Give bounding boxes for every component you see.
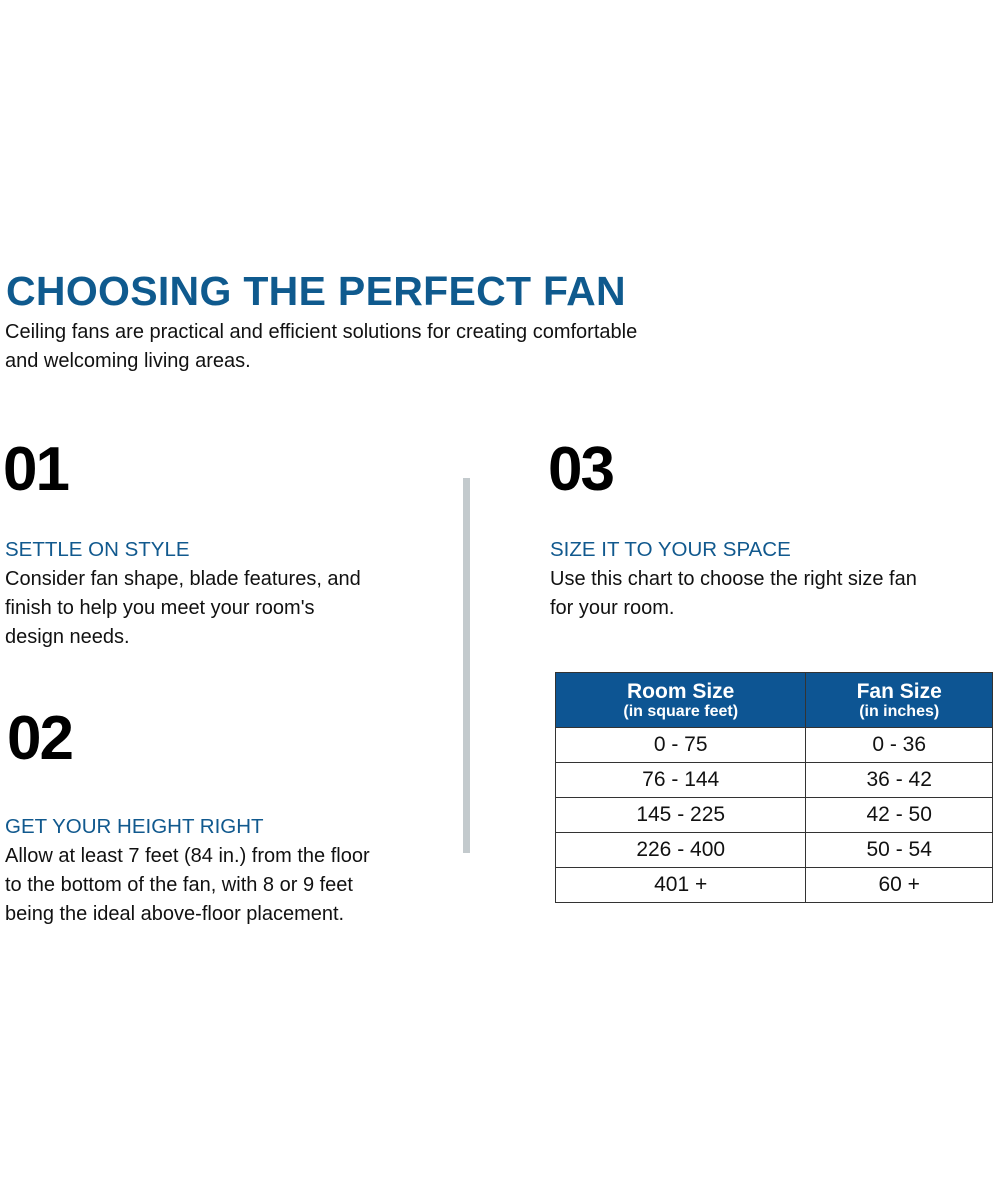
text-line: Use this chart to choose the right size … [550,568,917,590]
intro-line: and welcoming living areas. [5,350,251,372]
text-line: Consider fan shape, blade features, and [5,568,361,590]
fan-size-cell: 42 - 50 [805,797,993,833]
room-size-cell: 0 - 75 [554,727,807,763]
intro-line: Ceiling fans are practical and efficient… [5,321,638,343]
section-heading-style: SETTLE ON STYLE [5,538,190,561]
fan-size-cell: 36 - 42 [805,762,993,798]
section-text-style: Consider fan shape, blade features, and … [5,565,361,652]
section-number-02: 02 [7,704,74,773]
header-sub: (in square feet) [623,702,739,720]
room-size-cell: 76 - 144 [554,762,807,798]
column-divider [463,478,470,853]
page-title: CHOOSING THE PERFECT FAN [6,268,626,314]
text-line: design needs. [5,626,130,648]
table-row: 226 - 400 50 - 54 [554,832,993,868]
table-row: 145 - 225 42 - 50 [554,797,993,833]
section-heading-height: GET YOUR HEIGHT RIGHT [5,815,264,838]
room-size-cell: 145 - 225 [554,797,807,833]
text-line: to the bottom of the fan, with 8 or 9 fe… [5,874,353,896]
fan-size-cell: 60 + [805,867,993,903]
room-size-cell: 226 - 400 [554,832,807,868]
header-title: Room Size [627,679,735,703]
text-line: for your room. [550,597,675,619]
fan-size-cell: 0 - 36 [805,727,993,763]
room-size-cell: 401 + [554,867,807,903]
table-row: 76 - 144 36 - 42 [554,762,993,798]
fan-size-cell: 50 - 54 [805,832,993,868]
section-number-03: 03 [548,435,615,504]
intro-text: Ceiling fans are practical and efficient… [5,318,637,376]
text-line: finish to help you meet your room's [5,597,315,619]
section-text-height: Allow at least 7 feet (84 in.) from the … [5,842,370,929]
header-fan-size: Fan Size (in inches) [805,672,993,728]
section-heading-size: SIZE IT TO YOUR SPACE [550,538,791,561]
header-title: Fan Size [856,679,942,703]
section-text-size: Use this chart to choose the right size … [550,565,917,623]
text-line: Allow at least 7 feet (84 in.) from the … [5,845,370,867]
section-number-01: 01 [3,435,70,504]
table-row: 401 +60 + [554,867,993,903]
header-sub: (in inches) [859,702,940,720]
text-line: being the ideal above-floor placement. [5,903,345,925]
table-row: 0 - 75 0 - 36 [554,727,993,763]
fan-size-table: Room Size (in square feet) Fan Size (in in… [554,672,993,903]
header-room-size: Room Size (in square feet) [554,672,807,728]
